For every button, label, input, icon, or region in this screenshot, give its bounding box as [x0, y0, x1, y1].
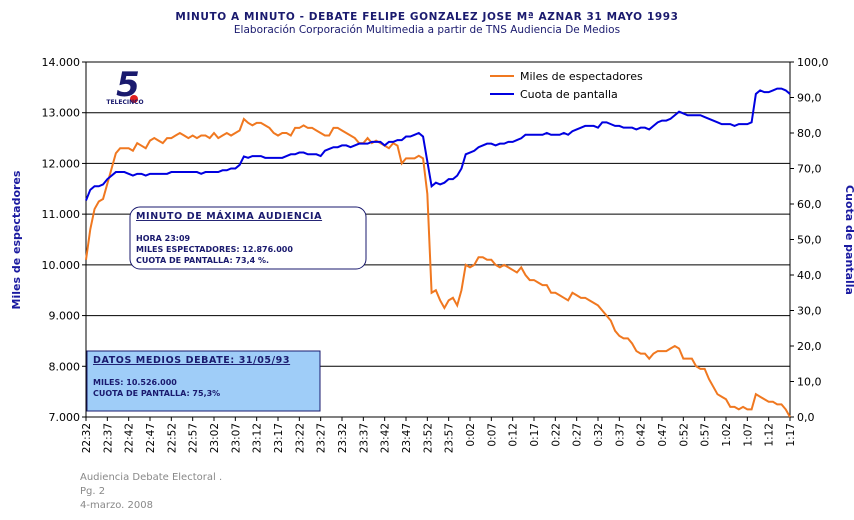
y-axis-label: Miles de espectadores — [10, 170, 23, 309]
y-tick-label: 9.000 — [49, 310, 81, 323]
y-tick-label: 14.000 — [42, 56, 81, 69]
x-tick-label: 1:12 — [764, 423, 776, 447]
x-tick-label: 23:17 — [273, 423, 285, 453]
annotation-title: MINUTO DE MÁXIMA AUDIENCIA — [136, 210, 322, 222]
annotation-box — [129, 206, 367, 270]
x-tick-label: 1:07 — [742, 423, 754, 447]
x-tick-label: 23:07 — [230, 423, 242, 453]
annotation-line: MILES ESPECTADORES: 12.876.000 — [136, 245, 293, 254]
y2-tick-label: 100,0 — [797, 56, 829, 69]
y2-tick-label: 90,0 — [797, 92, 822, 105]
x-tick-label: 0:17 — [529, 423, 541, 447]
annotation-title: DATOS MEDIOS DEBATE: 31/05/93 — [93, 355, 290, 366]
x-tick-label: 0:37 — [614, 423, 626, 447]
y2-tick-label: 60,0 — [797, 198, 822, 211]
annotation-line: HORA 23:09 — [136, 234, 191, 243]
x-tick-label: 0:52 — [678, 423, 690, 447]
series-line — [85, 87, 791, 201]
chart-title: MINUTO A MINUTO - DEBATE FELIPE GONZALEZ… — [175, 11, 678, 23]
x-tick-label: 23:42 — [380, 423, 392, 453]
annotation-line: CUOTA DE PANTALLA: 75,3% — [93, 389, 220, 398]
y2-tick-label: 30,0 — [797, 305, 822, 318]
logo-dot — [130, 95, 138, 103]
chart-subtitle: Elaboración Corporación Multimedia a par… — [234, 24, 620, 36]
annotation-line: CUOTA DE PANTALLA: 73,4 %. — [136, 256, 269, 265]
annotation-line: MILES: 10.526.000 — [93, 378, 177, 387]
x-tick-label: 23:57 — [444, 423, 456, 453]
y-tick-label: 10.000 — [42, 259, 81, 272]
y-tick-label: 7.000 — [49, 411, 81, 424]
x-tick-label: 1:17 — [785, 423, 797, 447]
y-tick-label: 8.000 — [49, 360, 81, 373]
x-tick-label: 23:47 — [401, 423, 413, 453]
footer-line: Audiencia Debate Electoral . — [80, 472, 222, 483]
x-tick-label: 0:22 — [550, 423, 562, 447]
x-tick-label: 22:47 — [145, 423, 157, 453]
series-line — [85, 117, 791, 418]
y2-tick-label: 20,0 — [797, 340, 822, 353]
x-tick-label: 0:32 — [593, 423, 605, 447]
legend-label: Cuota de pantalla — [520, 88, 618, 101]
x-tick-label: 0:47 — [657, 423, 669, 447]
y-tick-label: 11.000 — [42, 208, 81, 221]
footer-line: 4-marzo. 2008 — [80, 500, 153, 511]
footer-line: Pg. 2 — [80, 486, 105, 497]
y2-tick-label: 70,0 — [797, 163, 822, 176]
y2-tick-label: 10,0 — [797, 376, 822, 389]
x-tick-label: 23:52 — [422, 423, 434, 453]
x-tick-label: 0:12 — [508, 423, 520, 447]
x-tick-label: 22:32 — [81, 423, 93, 453]
legend-label: Miles de espectadores — [520, 70, 643, 83]
x-tick-label: 23:12 — [252, 423, 264, 453]
x-tick-label: 23:22 — [294, 423, 306, 453]
x-tick-label: 23:27 — [316, 423, 328, 453]
y2-tick-label: 40,0 — [797, 269, 822, 282]
x-tick-label: 23:37 — [358, 423, 370, 453]
x-tick-label: 23:02 — [209, 423, 221, 453]
y2-tick-label: 0,0 — [797, 411, 815, 424]
logo-name: TELECINCO — [106, 99, 143, 106]
y2-axis-label: Cuota de pantalla — [843, 185, 854, 295]
x-tick-label: 0:42 — [636, 423, 648, 447]
annotation-box — [86, 350, 321, 412]
y2-tick-label: 50,0 — [797, 234, 822, 247]
y-tick-label: 13.000 — [42, 107, 81, 120]
y-tick-label: 12.000 — [42, 157, 81, 170]
x-tick-label: 0:07 — [486, 423, 498, 447]
y2-tick-label: 80,0 — [797, 127, 822, 140]
x-tick-label: 22:37 — [102, 423, 114, 453]
x-tick-label: 0:27 — [572, 423, 584, 447]
x-tick-label: 22:57 — [188, 423, 200, 453]
x-tick-label: 0:02 — [465, 423, 477, 447]
logo: 5 TELECINCO — [106, 65, 143, 106]
x-tick-label: 0:57 — [700, 423, 712, 447]
logo-mark: 5 — [116, 65, 140, 105]
x-tick-label: 1:02 — [721, 423, 733, 447]
x-tick-label: 22:52 — [166, 423, 178, 453]
x-tick-label: 22:42 — [124, 423, 136, 453]
x-tick-label: 23:32 — [337, 423, 349, 453]
